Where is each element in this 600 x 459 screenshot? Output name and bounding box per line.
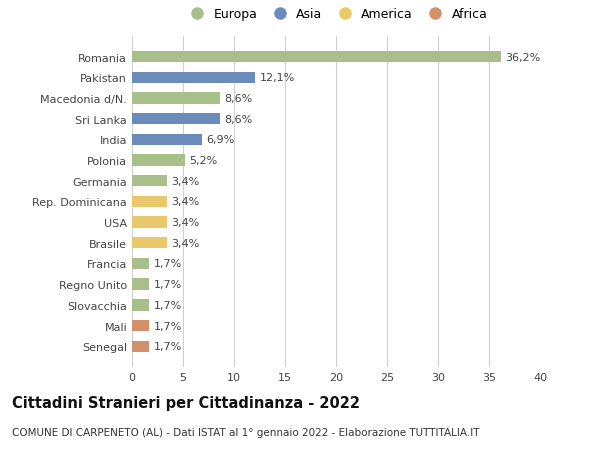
Text: 1,7%: 1,7% (154, 321, 182, 331)
Text: 1,7%: 1,7% (154, 341, 182, 352)
Text: 3,4%: 3,4% (171, 238, 199, 248)
Bar (132, 217, 167, 228)
Bar (132, 52, 501, 63)
Text: 5,2%: 5,2% (189, 156, 217, 166)
Legend: Europa, Asia, America, Africa: Europa, Asia, America, Africa (182, 6, 490, 24)
Text: 3,4%: 3,4% (171, 197, 199, 207)
Bar (132, 114, 220, 125)
Text: 8,6%: 8,6% (224, 94, 252, 104)
Text: 3,4%: 3,4% (171, 218, 199, 228)
Text: 36,2%: 36,2% (505, 52, 541, 62)
Text: 3,4%: 3,4% (171, 176, 199, 186)
Text: 1,7%: 1,7% (154, 259, 182, 269)
Bar (132, 196, 167, 207)
Bar (132, 279, 149, 290)
Text: COMUNE DI CARPENETO (AL) - Dati ISTAT al 1° gennaio 2022 - Elaborazione TUTTITAL: COMUNE DI CARPENETO (AL) - Dati ISTAT al… (12, 427, 479, 437)
Text: 12,1%: 12,1% (260, 73, 295, 83)
Text: 1,7%: 1,7% (154, 300, 182, 310)
Bar (132, 134, 202, 146)
Text: 8,6%: 8,6% (224, 114, 252, 124)
Bar (132, 176, 167, 187)
Bar (132, 341, 149, 352)
Bar (132, 300, 149, 311)
Bar (132, 258, 149, 269)
Bar (132, 93, 220, 104)
Text: 1,7%: 1,7% (154, 280, 182, 290)
Text: 6,9%: 6,9% (206, 135, 235, 145)
Bar (132, 155, 185, 166)
Bar (132, 238, 167, 249)
Bar (132, 73, 256, 84)
Text: Cittadini Stranieri per Cittadinanza - 2022: Cittadini Stranieri per Cittadinanza - 2… (12, 395, 360, 410)
Bar (132, 320, 149, 331)
